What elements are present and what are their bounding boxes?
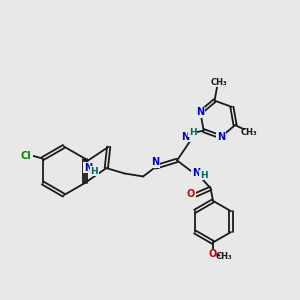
Text: N: N [181, 132, 189, 142]
Text: O: O [209, 249, 217, 259]
Text: O: O [187, 189, 195, 199]
Text: H: H [189, 128, 196, 137]
Text: N: N [196, 107, 205, 118]
Text: Cl: Cl [21, 151, 32, 160]
Text: CH₃: CH₃ [211, 78, 228, 87]
Text: CH₃: CH₃ [216, 252, 232, 261]
Text: N: N [151, 157, 159, 167]
Text: H: H [91, 167, 98, 176]
Text: N: N [84, 163, 92, 172]
Text: N: N [192, 169, 200, 178]
Text: N: N [217, 132, 225, 142]
Text: CH₃: CH₃ [241, 128, 258, 137]
Text: H: H [200, 171, 207, 180]
